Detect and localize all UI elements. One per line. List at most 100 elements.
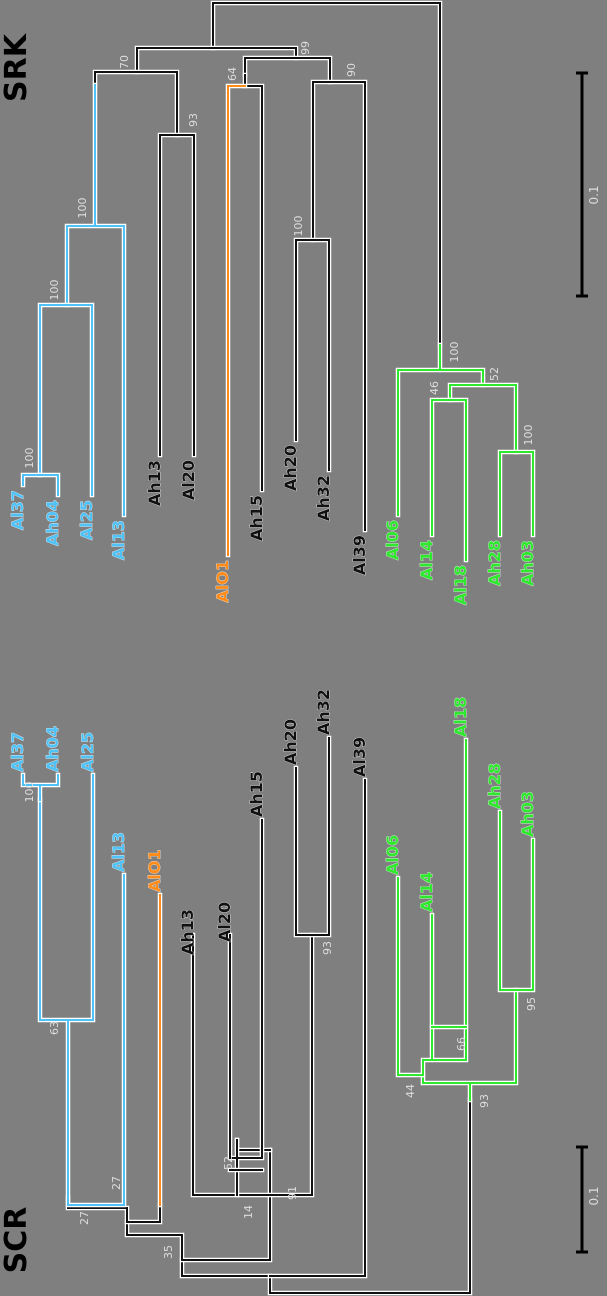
srk-support-value: 100 [448,342,461,363]
scr-leaf-label: Ah32 [314,689,333,735]
scr-branch [422,989,517,1101]
scr-branch [295,737,330,936]
srk-branch [431,399,467,561]
scr-support-value: 27 [110,1176,123,1190]
scr-support-value: 66 [455,1037,468,1051]
srk-branch [94,71,178,136]
scr-support-value: 93 [478,1094,491,1108]
srk-leaf-label: Al25 [77,500,96,540]
scr-support-value: 63 [48,1021,61,1035]
srk-scale-label: 0.1 [587,185,601,204]
srk-support-value: 100 [23,448,36,469]
branch-halo [429,397,469,563]
scr-tree-branches [20,735,536,1296]
srk-leaf-label: AlO1 [213,560,232,603]
branch-halo [210,0,443,348]
scr-leaf-label: Al06 [383,835,402,875]
srk-support-value: 100 [292,216,305,237]
branch-halo [310,79,368,533]
srk-support-value: 100 [76,198,89,219]
srk-branch [397,344,484,516]
scr-leaf-label: Al14 [417,872,436,912]
branch-halo [242,55,333,85]
scr-leaf-label: Al20 [215,902,234,942]
scr-leaf-label: Ah03 [518,791,537,837]
srk-leaf-label: Al37 [8,490,27,530]
scr-support-values: 100 63 27 27 35 14 52 91 93 44 66 93 95 [23,782,538,1260]
scr-support-value: 52 [222,1156,235,1170]
srk-support-value: 100 [522,425,535,446]
scr-scale-bar: 0.1 [576,1145,601,1254]
srk-branch [66,84,125,516]
scr-leaf-labels: Al37 Ah04 Al25 Al13 AlO1 Ah13 Al20 Ah15 … [8,689,538,956]
srk-leaf-label: Ah04 [43,500,62,546]
branch-halo [124,1147,273,1263]
srk-leaf-labels: Al37 Ah04 Al25 Al13 Ah13 Al20 AlO1 Ah15 … [8,445,538,606]
scr-support-value: 95 [525,997,538,1011]
scr-root-branch [181,1099,471,1294]
branch-halo [293,735,332,938]
srk-support-value: 90 [345,63,358,77]
srk-support-values: 100 100 100 70 93 99 64 90 100 100 46 52… [23,41,535,469]
srk-branch [244,57,331,83]
branch-halo [447,382,519,455]
scr-leaf-label: Al13 [109,832,128,872]
branch-halo [293,237,332,473]
branch-halo [92,69,180,138]
srk-branch [295,239,330,471]
scr-leaf-label: Ah15 [247,771,266,817]
scr-leaf-label: Ah20 [281,719,300,765]
srk-leaf-label: Al13 [109,520,128,560]
scr-support-value: 35 [162,1245,175,1259]
srk-leaf-label: Al39 [350,535,369,575]
srk-leaf-label: Al14 [417,540,436,580]
srk-branch [227,85,246,556]
branch-halo [227,817,265,1198]
branch-halo [225,83,248,558]
srk-support-value: 52 [488,367,501,381]
scr-branch [22,774,59,801]
scr-panel-title: SCR [0,1207,34,1274]
srk-branch [136,47,297,73]
srk-scale-bar: 0.1 [576,71,601,298]
srk-leaf-label: Ah13 [145,460,164,506]
scr-leaf-label: Al37 [8,732,27,772]
scr-leaf-label: Ah04 [43,726,62,772]
scr-support-value: 100 [23,782,36,803]
scr-leaf-label: Al39 [350,737,369,777]
srk-leaf-label: Ah03 [518,540,537,586]
srk-branch [22,474,59,496]
srk-leaf-label: Ah32 [314,475,333,521]
srk-tree-branches [20,0,536,563]
srk-branch [159,134,195,456]
srk-support-value: 70 [118,55,131,69]
srk-leaf-label: Al06 [383,520,402,560]
srk-branch [39,304,93,496]
branch-halo [20,472,61,498]
srk-branch [244,74,263,491]
branch-halo [497,449,536,538]
scr-leaf-label: Al25 [78,732,97,772]
srk-branch [499,451,534,536]
srk-root-branch [212,2,441,346]
scr-scale-label: 0.1 [587,1186,601,1205]
srk-panel-title: SRK [0,32,34,102]
srk-support-value: 46 [428,381,441,395]
scr-support-value: 14 [242,1205,255,1219]
srk-leaf-label: Ah20 [281,445,300,491]
srk-branch [449,384,517,453]
branch-halo [267,777,368,1279]
scr-support-value: 93 [321,941,334,955]
srk-leaf-label: Ah28 [485,540,504,586]
scr-support-value: 44 [404,1084,417,1098]
srk-support-value: 64 [226,67,239,81]
scr-branch [229,819,263,1196]
scr-branch [39,774,125,1206]
branch-halo [37,302,95,498]
branch-halo [242,72,265,493]
scr-leaf-label: AlO1 [145,849,164,892]
scr-leaf-label: Ah13 [178,909,197,955]
scr-leaf-label: Al18 [451,697,470,737]
